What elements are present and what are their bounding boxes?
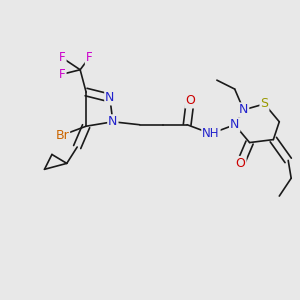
Text: Br: Br (56, 129, 69, 142)
Text: NH: NH (202, 127, 220, 140)
Text: F: F (59, 51, 66, 64)
Text: N: N (105, 92, 115, 104)
Text: F: F (59, 68, 66, 81)
Text: O: O (236, 157, 246, 170)
Text: S: S (260, 98, 268, 110)
Text: N: N (230, 118, 239, 131)
Text: F: F (86, 51, 92, 64)
Text: O: O (185, 94, 195, 107)
Text: N: N (108, 115, 118, 128)
Text: N: N (239, 103, 248, 116)
